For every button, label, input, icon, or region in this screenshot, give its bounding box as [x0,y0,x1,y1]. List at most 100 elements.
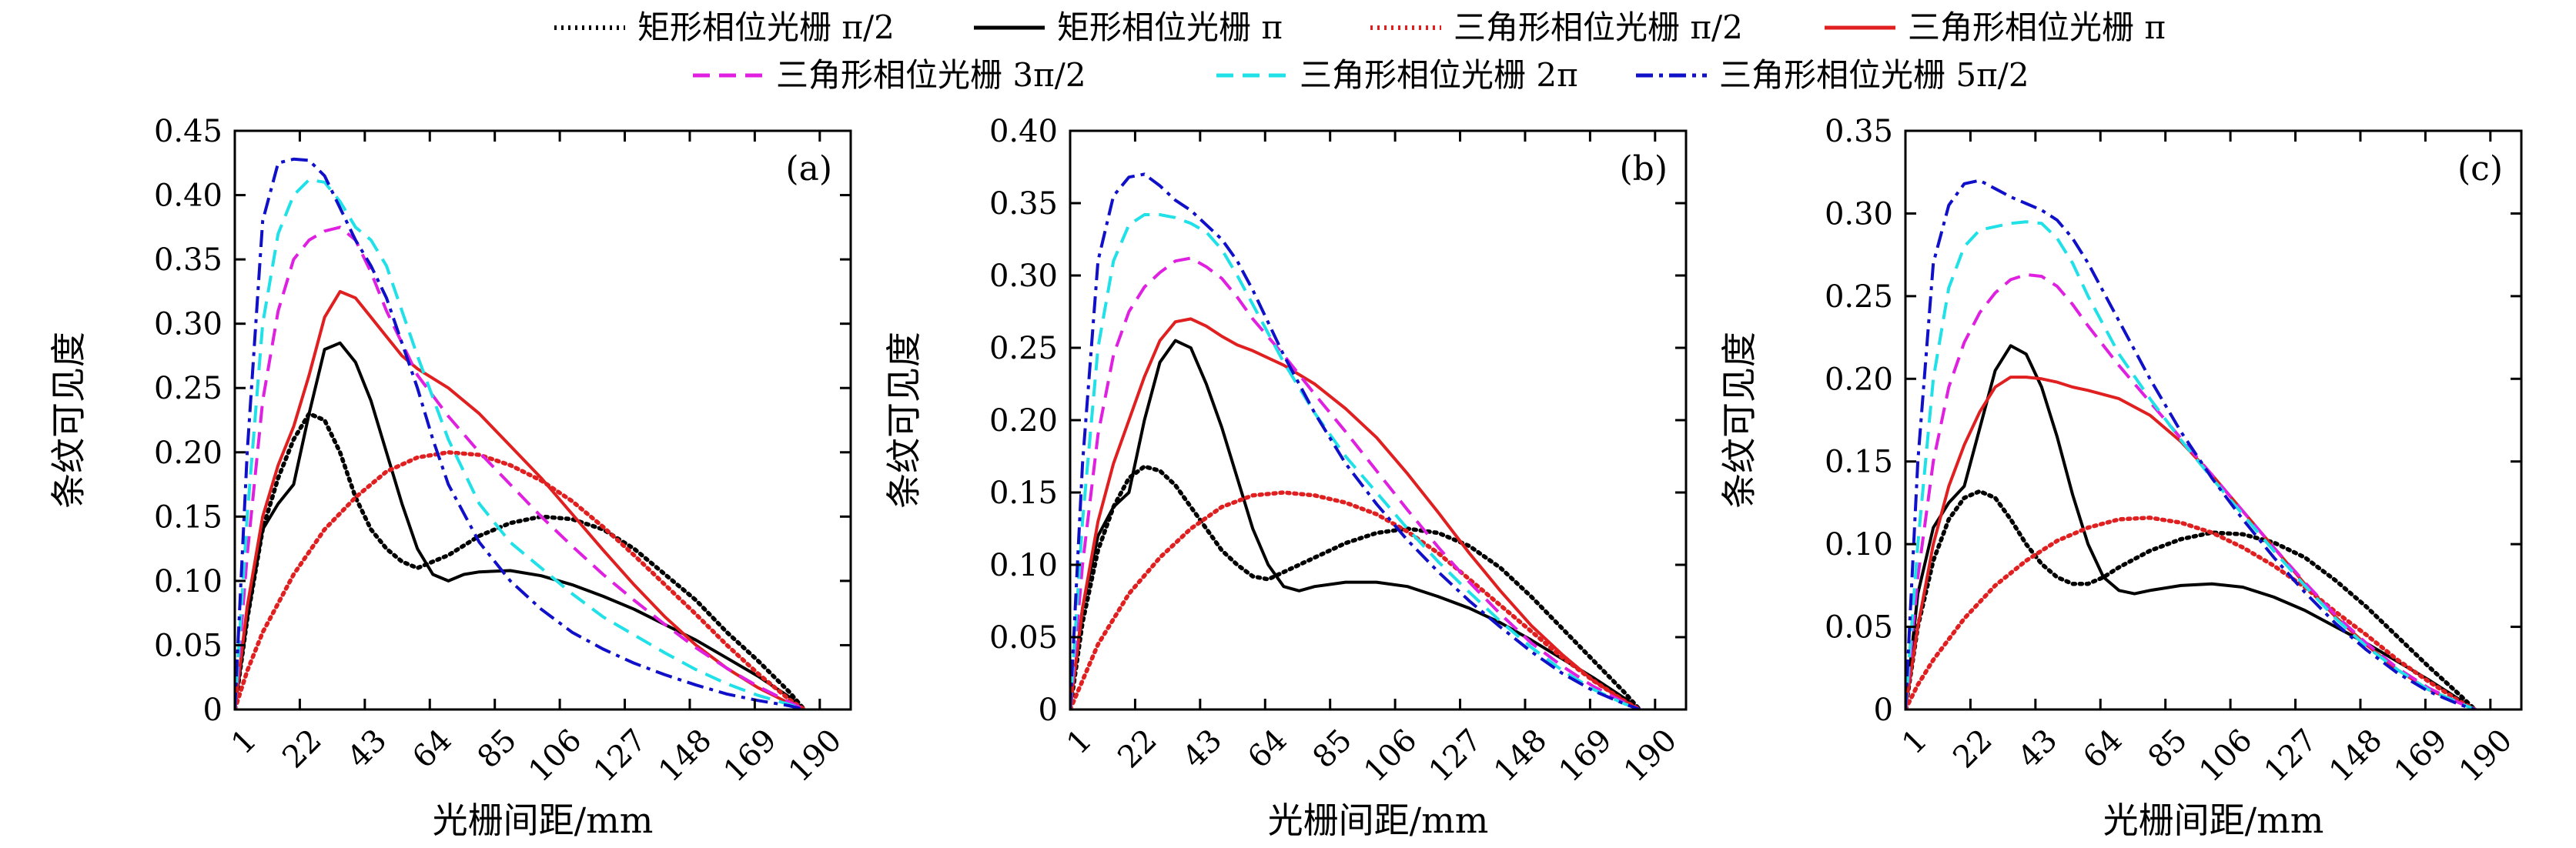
series-line [1070,256,1641,709]
legend-item: 三角形相位光栅 π/2 [1370,8,1743,46]
x-tick-label: 22 [1111,723,1164,776]
legend-item: 三角形相位光栅 π [1825,8,2166,46]
series-group [1905,179,2477,709]
series-line [235,289,805,709]
plot-frame [1904,129,2523,711]
x-tick-label: 190 [782,723,849,790]
y-tick-label: 0.25 [1825,279,1893,315]
y-tick-label: 0 [1874,693,1893,728]
x-tick-label: 64 [406,723,459,776]
legend-label: 矩形相位光栅 π/2 [637,8,895,46]
x-tick-label: 85 [2142,723,2195,776]
series-line [1070,339,1641,709]
panel-c: 0 0.05 0.10 0.15 0.20 0.25 0.30 0.35 1 22 43 64 8510… [1718,114,2523,841]
series-line [235,341,805,709]
x-tick-label: 43 [1176,723,1229,776]
y-tick-label: 0.35 [1825,114,1893,149]
y-tick-label: 0.20 [1825,362,1893,397]
y-tick-label: 0.05 [1825,610,1893,646]
x-tick-label: 43 [341,723,394,776]
panel-label: (c) [2457,149,2503,189]
y-tick-label: 0.20 [989,403,1058,439]
x-tick-label: 169 [717,723,784,790]
x-tick-label: 43 [2012,723,2065,776]
x-tick-label: 169 [1552,723,1619,790]
series-line [1905,516,2477,709]
x-tick-label: 22 [1946,723,1999,776]
panel-b: 0 0.05 0.10 0.15 0.20 0.25 0.30 0.35 0.40 1 22 43 64… [883,114,1688,841]
legend-item: 三角形相位光栅 3π/2 [693,56,1086,94]
y-tick-label: 0.45 [154,114,222,149]
x-tick-label: 106 [1357,723,1424,790]
y-tick-label: 0.30 [1825,196,1893,232]
y-tick-label: 0.15 [154,499,222,535]
x-tick-label: 106 [2193,723,2260,790]
x-tick-label: 169 [2387,723,2454,790]
y-tick-label: 0.15 [989,476,1058,511]
y-tick-label: 0.10 [989,548,1058,583]
y-tick-label: 0.10 [1825,527,1893,563]
series-group [235,157,807,709]
plot-frame [233,129,852,711]
x-tick-label: 148 [1487,723,1554,790]
series-line [1070,172,1641,709]
plot-frame [1069,129,1688,711]
series-line [1070,464,1642,709]
y-axis-title: 条纹可见度 [883,332,925,509]
x-tick-label: 148 [652,723,719,790]
y-tick-label: 0 [203,693,222,728]
x-tick-label: 127 [587,723,654,790]
x-tick-label: 1 [225,723,264,762]
series-line [235,157,805,709]
legend-label: 三角形相位光栅 2π [1300,56,1578,94]
legend-label: 三角形相位光栅 π/2 [1454,8,1743,46]
x-tick-label: 190 [1618,723,1684,790]
y-tick-label: 0.25 [989,331,1058,366]
y-tick-label: 0.35 [989,186,1058,222]
legend-label: 三角形相位光栅 5π/2 [1719,56,2029,94]
legend: 矩形相位光栅 π/2 矩形相位光栅 π 三角形相位光栅 π/2 三角形相位光栅 π 三角… [554,8,2166,94]
x-tick-label: 64 [2076,723,2129,776]
y-tick-label: 0.30 [989,259,1058,294]
x-tick-label: 85 [1306,723,1360,776]
series-line [1905,179,2476,709]
panel-a: 0 0.05 0.10 0.15 0.20 0.25 0.30 0.35 0.40 0.45 1 22… [48,114,852,841]
legend-item: 三角形相位光栅 2π [1216,56,1578,94]
legend-item: 三角形相位光栅 5π/2 [1636,56,2029,94]
legend-label: 三角形相位光栅 3π/2 [776,56,1086,94]
y-axis-title: 条纹可见度 [1718,332,1760,509]
x-tick-label: 85 [471,723,524,776]
x-tick-label: 64 [1241,723,1294,776]
y-tick-label: 0 [1039,693,1058,728]
y-tick-label: 0.20 [154,436,222,471]
series-line [235,411,807,709]
x-tick-label: 148 [2323,723,2390,790]
y-tick-label: 0.30 [154,307,222,342]
legend-label: 三角形相位光栅 π [1908,8,2166,46]
series-line [235,178,805,709]
legend-item: 矩形相位光栅 π/2 [554,8,895,46]
y-tick-label: 0.35 [154,242,222,278]
y-axis-title: 条纹可见度 [48,332,89,509]
series-line [1070,317,1641,709]
x-tick-label: 1 [1895,723,1935,762]
series-line [1905,376,2476,709]
x-axis-title: 光栅间距/mm [433,800,654,841]
panel-label: (a) [785,149,832,189]
y-tick-label: 0.15 [1825,445,1893,480]
legend-item: 矩形相位光栅 π [974,8,1283,46]
y-tick-label: 0.05 [989,620,1058,656]
series-line [1070,490,1642,709]
series-line [1905,220,2476,709]
y-tick-label: 0.25 [154,371,222,406]
panel-label: (b) [1620,149,1668,189]
y-tick-label: 0.40 [154,179,222,214]
x-tick-label: 190 [2453,723,2520,790]
y-tick-label: 0.10 [154,564,222,599]
x-tick-label: 1 [1060,723,1099,762]
legend-label: 矩形相位光栅 π [1057,8,1283,46]
x-axis-title: 光栅间距/mm [1268,800,1489,841]
x-tick-label: 127 [2257,723,2324,790]
x-tick-label: 127 [1422,723,1489,790]
